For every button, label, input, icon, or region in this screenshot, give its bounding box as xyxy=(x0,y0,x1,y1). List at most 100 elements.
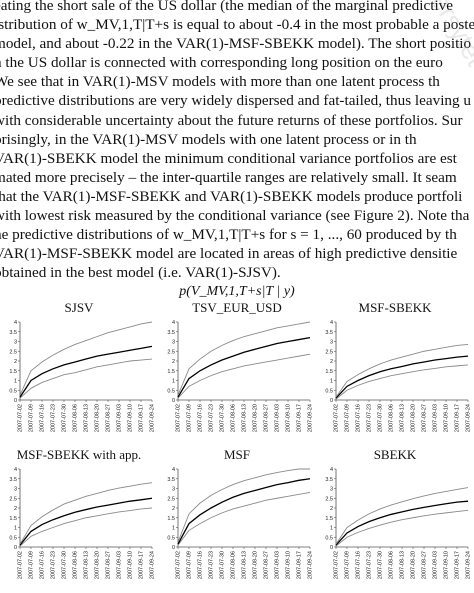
y-tick-label: 2.5 xyxy=(167,349,175,355)
text-line: We see that in VAR(1)-MSV models with mo… xyxy=(0,73,440,91)
x-tick-label: 2007-07-23 xyxy=(367,404,373,432)
y-tick-label: 3.5 xyxy=(167,330,175,336)
series-line xyxy=(177,321,311,396)
series-line xyxy=(19,358,153,399)
text-line: eating the short sale of the US dollar (… xyxy=(0,0,453,14)
x-tick-label: 2007-07-09 xyxy=(187,404,193,432)
x-tick-label: 2007-07-30 xyxy=(220,404,226,432)
x-tick-label: 2007-09-17 xyxy=(297,404,303,432)
series-line xyxy=(177,336,311,398)
y-tick-label: 3.5 xyxy=(9,477,17,483)
chart-panel-sjsv: SJSV 0 0.5 1 1.5 2 2.5 3 3.5 4 2007-07-02 2007-07-… xyxy=(0,300,158,446)
text-line: n the US dollar is connected with corres… xyxy=(0,54,443,72)
y-tick-label: 0.5 xyxy=(325,535,333,541)
y-tick-label: 3 xyxy=(330,487,333,493)
y-tick-label: 0 xyxy=(330,545,333,551)
x-tick-label: 2007-09-17 xyxy=(455,551,461,579)
y-tick-label: 2 xyxy=(172,506,175,512)
y-tick-label: 2.5 xyxy=(325,349,333,355)
x-tick-label: 2007-09-17 xyxy=(139,551,145,579)
x-tick-label: 2007-08-13 xyxy=(242,551,248,579)
chart-svg: 0 0.5 1 1.5 2 2.5 3 3.5 4 2007-07-02 2007-07-09 200… xyxy=(325,467,472,579)
x-tick-label: 2007-08-06 xyxy=(73,551,79,579)
chart-svg: 0 0.5 1 1.5 2 2.5 3 3.5 4 2007-07-02 2007-07-09 200… xyxy=(167,467,313,579)
x-tick-label: 2007-08-27 xyxy=(422,551,428,579)
x-tick-label: 2007-09-17 xyxy=(455,404,461,432)
series-line xyxy=(19,497,153,546)
x-tick-label: 2007-07-16 xyxy=(40,551,46,579)
x-tick-label: 2007-08-06 xyxy=(231,551,237,579)
x-tick-label: 2007-09-24 xyxy=(150,551,156,579)
body-text: eating the short sale of the US dollar (… xyxy=(0,0,474,282)
x-tick-label: 2007-07-02 xyxy=(334,551,340,579)
x-tick-label: 2007-07-30 xyxy=(62,551,68,579)
x-tick-label: 2007-08-20 xyxy=(411,404,417,432)
x-tick-label: 2007-08-06 xyxy=(231,404,237,432)
x-tick-label: 2007-09-17 xyxy=(297,551,303,579)
y-tick-label: 3.5 xyxy=(9,330,17,336)
chart-panel-msf-sbekk: MSF-SBEKK 0 0.5 1 1.5 2 2.5 3 3.5 4 2007-07-02 200… xyxy=(316,300,474,446)
y-tick-label: 4 xyxy=(14,467,17,473)
x-tick-label: 2007-07-02 xyxy=(18,404,24,432)
y-tick-label: 3 xyxy=(14,340,17,346)
x-tick-label: 2007-09-24 xyxy=(466,404,472,432)
x-tick-label: 2007-09-24 xyxy=(466,551,472,579)
text-line: prisingly, in the VAR(1)-MSV models with… xyxy=(0,130,417,148)
y-tick-label: 0 xyxy=(172,545,175,551)
text-line: predictive distributions are very widely… xyxy=(0,92,472,110)
chart-svg: 0 0.5 1 1.5 2 2.5 3 3.5 4 2007-07-02 2007-07-09 200… xyxy=(9,320,155,432)
x-tick-label: 2007-07-16 xyxy=(356,404,362,432)
y-tick-label: 3.5 xyxy=(167,477,175,483)
x-tick-label: 2007-07-09 xyxy=(29,551,35,579)
x-tick-label: 2007-07-30 xyxy=(220,551,226,579)
series-line xyxy=(335,355,469,399)
x-tick-label: 2007-09-03 xyxy=(275,551,281,579)
x-tick-label: 2007-09-03 xyxy=(117,404,123,432)
y-tick-label: 1.5 xyxy=(325,516,333,522)
text-line: that the VAR(1)-MSF-SBEKK and VAR(1)-SBE… xyxy=(0,187,463,205)
y-tick-label: 1 xyxy=(172,379,175,385)
y-tick-label: 1 xyxy=(14,379,17,385)
x-tick-label: 2007-09-10 xyxy=(286,404,292,432)
y-tick-label: 0 xyxy=(14,398,17,404)
y-tick-label: 2 xyxy=(14,506,17,512)
y-tick-label: 3 xyxy=(172,487,175,493)
y-tick-label: 2 xyxy=(14,359,17,365)
y-tick-label: 0.5 xyxy=(325,388,333,394)
series-line xyxy=(335,509,469,547)
y-tick-label: 4 xyxy=(330,467,333,473)
y-tick-label: 4 xyxy=(172,320,175,326)
y-tick-label: 4 xyxy=(330,320,333,326)
x-tick-label: 2007-07-16 xyxy=(198,551,204,579)
chart-panel-msf: MSF 0 0.5 1 1.5 2 2.5 3 3.5 4 2007-07-02 2007-07-0… xyxy=(158,447,316,593)
x-tick-label: 2007-08-27 xyxy=(106,551,112,579)
x-tick-label: 2007-07-02 xyxy=(176,404,182,432)
y-tick-label: 4 xyxy=(172,467,175,473)
text-line: he predictive distributions of w_MV,1,T|… xyxy=(0,226,457,244)
x-tick-label: 2007-09-17 xyxy=(139,404,145,432)
x-tick-label: 2007-09-10 xyxy=(444,404,450,432)
figure-grid: SJSV 0 0.5 1 1.5 2 2.5 3 3.5 4 2007-07-02 2007-07-… xyxy=(0,300,474,593)
x-tick-label: 2007-09-10 xyxy=(286,551,292,579)
x-tick-label: 2007-09-10 xyxy=(128,551,134,579)
chart-title: SBEKK xyxy=(373,447,417,462)
x-tick-label: 2007-07-16 xyxy=(356,551,362,579)
chart-title: MSF-SBEKK with app. xyxy=(16,447,142,462)
y-tick-label: 3.5 xyxy=(325,477,333,483)
x-tick-label: 2007-08-06 xyxy=(389,404,395,432)
y-tick-label: 1.5 xyxy=(167,369,175,375)
text-line: model, and about -0.22 in the VAR(1)-MSF… xyxy=(0,35,472,53)
x-tick-label: 2007-08-27 xyxy=(422,404,428,432)
x-tick-label: 2007-07-30 xyxy=(62,404,68,432)
x-tick-label: 2007-07-23 xyxy=(51,551,57,579)
y-tick-label: 2 xyxy=(330,359,333,365)
x-tick-label: 2007-07-02 xyxy=(176,551,182,579)
text-line: istribution of w_MV,1,T|T+s is equal to … xyxy=(0,16,474,34)
x-tick-label: 2007-08-06 xyxy=(73,404,79,432)
chart-title: TSV_EUR_USD xyxy=(192,300,282,315)
y-tick-label: 0.5 xyxy=(167,388,175,394)
y-tick-label: 3 xyxy=(330,340,333,346)
chart-title: MSF xyxy=(223,447,251,462)
x-tick-label: 2007-08-06 xyxy=(389,551,395,579)
chart-svg: 0 0.5 1 1.5 2 2.5 3 3.5 4 2007-07-02 2007-07-09 200… xyxy=(9,467,156,579)
